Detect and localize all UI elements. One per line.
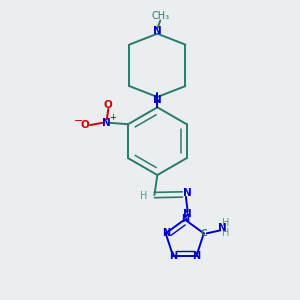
Text: N: N xyxy=(153,95,162,105)
Text: N: N xyxy=(183,188,192,198)
Text: H: H xyxy=(222,228,229,238)
Text: N: N xyxy=(153,26,162,36)
Text: N: N xyxy=(218,223,227,233)
Text: N: N xyxy=(102,118,110,128)
Text: O: O xyxy=(80,120,89,130)
Text: H: H xyxy=(140,191,147,201)
Text: −: − xyxy=(74,116,83,126)
Text: C: C xyxy=(200,229,207,238)
Text: +: + xyxy=(109,113,116,122)
Text: O: O xyxy=(104,100,113,110)
Text: CH₃: CH₃ xyxy=(151,11,169,21)
Text: N: N xyxy=(181,214,189,224)
Text: N: N xyxy=(193,251,201,261)
Text: N: N xyxy=(169,251,177,261)
Text: N: N xyxy=(183,209,192,220)
Text: H: H xyxy=(222,218,229,228)
Text: N: N xyxy=(162,228,170,238)
